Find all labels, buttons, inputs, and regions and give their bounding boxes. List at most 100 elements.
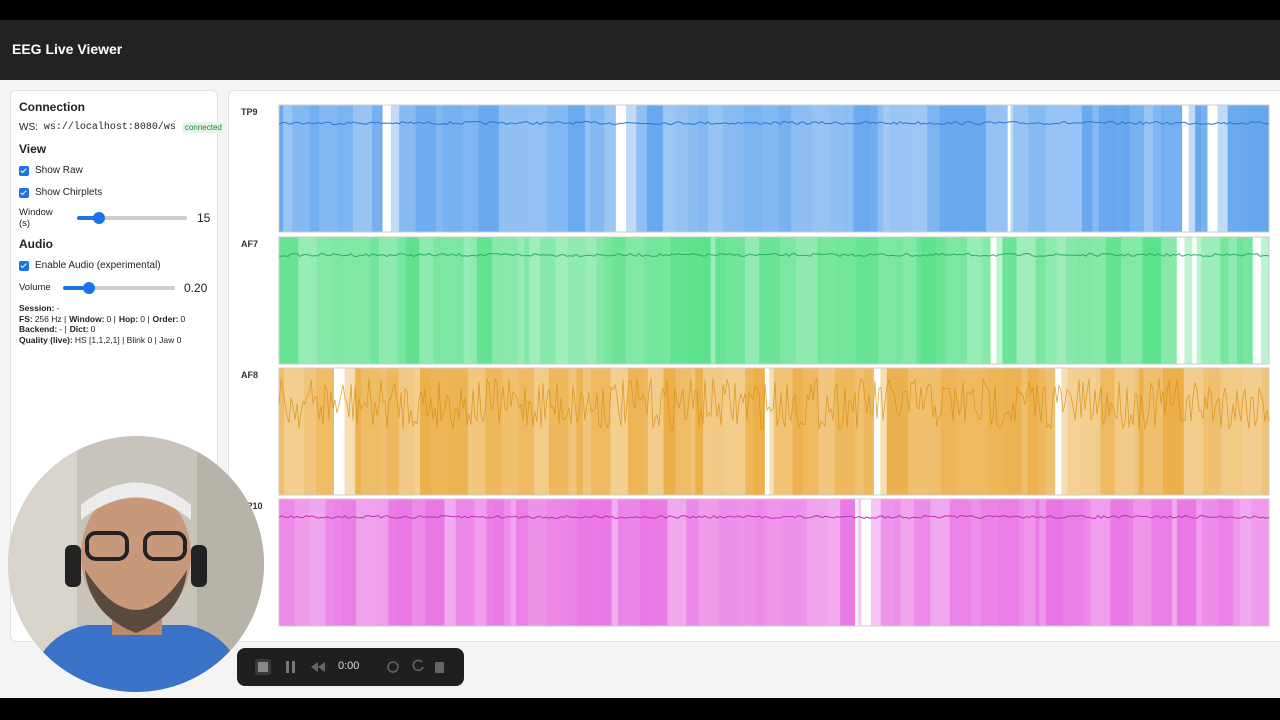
stripe [1076, 237, 1093, 364]
slider-value: 15 [197, 211, 211, 225]
stripe [298, 237, 318, 364]
stripe [1110, 499, 1129, 626]
trash-icon[interactable] [435, 662, 444, 673]
stripe [412, 499, 426, 626]
stripe [425, 499, 445, 626]
stripe [987, 368, 1005, 495]
stripe [534, 368, 549, 495]
gap [861, 499, 871, 626]
checkbox[interactable] [19, 187, 29, 198]
stripe [686, 499, 699, 626]
stripe [755, 499, 765, 626]
stripe [486, 499, 494, 626]
stripe [1177, 499, 1197, 626]
stripe [333, 499, 341, 626]
window-slider[interactable] [77, 212, 187, 224]
stripe [356, 499, 375, 626]
stripe [647, 368, 660, 495]
info-label: Quality (live): [19, 334, 73, 345]
stripe [708, 368, 725, 495]
stripe [1122, 105, 1130, 232]
restart-icon[interactable] [412, 659, 424, 672]
stripe [1118, 105, 1123, 232]
stripe [690, 368, 696, 495]
stripe [1240, 499, 1252, 626]
checkbox[interactable] [19, 260, 29, 271]
stripe [1062, 499, 1085, 626]
stripe [1092, 237, 1106, 364]
stripe [374, 499, 389, 626]
stripe [431, 368, 448, 495]
stripe [967, 237, 983, 364]
stripe [883, 105, 890, 232]
stripe [528, 105, 536, 232]
stripe [663, 237, 670, 364]
raw-trace [278, 514, 1270, 520]
stripe [309, 499, 326, 626]
stripe [1121, 237, 1143, 364]
channel-label: AF8 [241, 370, 258, 380]
grid-icon[interactable] [387, 661, 399, 673]
stripe [644, 237, 664, 364]
stripe [316, 368, 335, 495]
stripe [396, 237, 406, 364]
checkbox[interactable] [19, 165, 29, 176]
stripe [399, 105, 416, 232]
stripe [851, 237, 857, 364]
stripe [1023, 499, 1036, 626]
stripe [669, 237, 688, 364]
stripe [529, 237, 541, 364]
stripe [433, 237, 449, 364]
slider-knob[interactable] [83, 282, 95, 294]
slider-knob[interactable] [93, 212, 105, 224]
stripe [1165, 105, 1183, 232]
raw-trace [278, 252, 1270, 258]
checkbox-row[interactable]: Show Chirplets [19, 187, 102, 198]
stripe [956, 368, 967, 495]
stripe [1201, 105, 1208, 232]
stripe [1201, 499, 1218, 626]
stripe [925, 368, 941, 495]
stripe [738, 499, 756, 626]
pause-icon[interactable] [292, 661, 295, 673]
stripe [317, 237, 332, 364]
rewind-icon[interactable] [311, 662, 325, 672]
stripe [1201, 237, 1221, 364]
stripe [535, 105, 548, 232]
stripe [325, 499, 334, 626]
volume-slider[interactable] [63, 282, 175, 294]
gap [855, 499, 859, 626]
stripe [378, 237, 397, 364]
stripe [1095, 368, 1101, 495]
stripe [1100, 368, 1115, 495]
stripe [474, 499, 487, 626]
stripe [801, 499, 807, 626]
section-heading: Audio [19, 237, 53, 251]
pause-icon[interactable] [286, 661, 289, 673]
stripe [854, 368, 859, 495]
ws-label: WS: [19, 122, 38, 133]
stripe [436, 105, 443, 232]
stripe [724, 368, 746, 495]
stripe [843, 105, 854, 232]
stripe [611, 499, 618, 626]
stripe [907, 368, 926, 495]
stripe [1039, 499, 1047, 626]
stripe [518, 237, 525, 364]
stripe [759, 237, 773, 364]
stripe [1144, 105, 1153, 232]
info-label: Dict: [69, 324, 89, 334]
stripe [676, 105, 688, 232]
stripe [701, 237, 711, 364]
checkbox-row[interactable]: Enable Audio (experimental) [19, 260, 161, 271]
stripe [745, 368, 754, 495]
stripe [309, 105, 320, 232]
stripe [753, 368, 765, 495]
stripe [1203, 368, 1221, 495]
stripe [516, 499, 529, 626]
main: Connection WS: ws://localhost:8080/ws co… [0, 80, 1280, 698]
stripe [853, 105, 872, 232]
section-heading: Connection [19, 100, 85, 114]
checkbox-row[interactable]: Show Raw [19, 165, 83, 176]
stripe [380, 368, 387, 495]
